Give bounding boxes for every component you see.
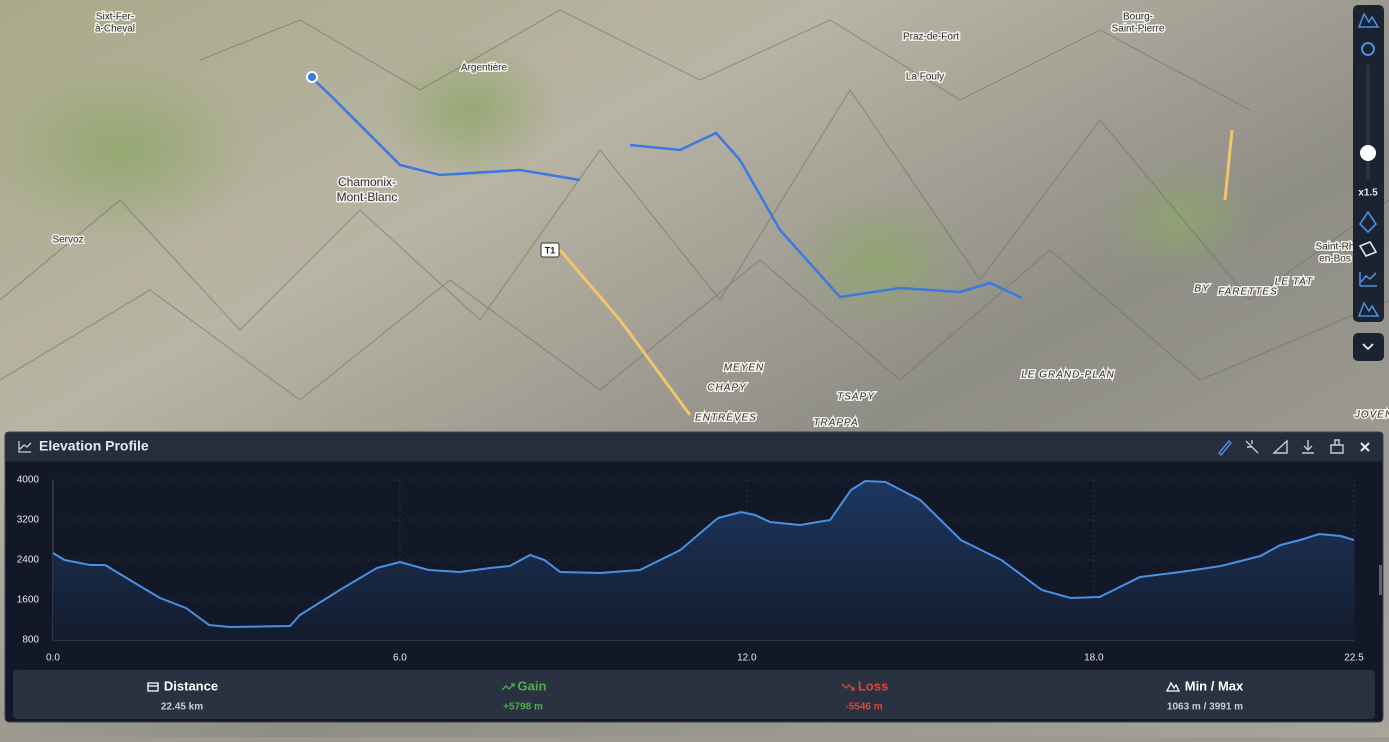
map-label: BY	[1194, 284, 1210, 295]
profile-button[interactable]	[1359, 272, 1377, 287]
close-button[interactable]	[1360, 442, 1370, 452]
map-label: Saint-Rh	[1316, 242, 1355, 253]
road-shield	[540, 242, 560, 258]
map-label: à-Cheval	[95, 24, 135, 35]
x-tick-label: 18.0	[1084, 653, 1104, 664]
map-label: LE TAT	[1275, 277, 1313, 288]
map-labels: Sixt-Fer-à-Cheval Argentière Praz-de-Fort B…	[51, 10, 1389, 430]
chevron-icon	[1362, 343, 1374, 351]
map-label: LE GRAND-PLAN	[1021, 370, 1115, 381]
profile-icon	[18, 441, 32, 453]
area-fill	[53, 481, 1354, 640]
slope-button[interactable]	[1272, 439, 1288, 454]
stat-label: Gain	[518, 678, 547, 693]
terrain-button[interactable]	[1357, 12, 1380, 28]
map-label: TRAPPA	[813, 418, 858, 429]
panel-title: Elevation Profile	[39, 438, 149, 454]
download-button[interactable]	[1302, 440, 1314, 454]
road	[1223, 129, 1234, 201]
map-label: JOVEN	[1354, 410, 1389, 421]
y-tick-label: 1600	[17, 595, 40, 606]
exaggeration-label: x1.5	[1358, 188, 1378, 199]
y-tick-label: 800	[22, 635, 39, 646]
stat-value: -5546 m	[845, 702, 882, 713]
road-label: T1	[545, 245, 556, 255]
edit-button[interactable]	[1218, 439, 1232, 457]
map-label: ENTRÈVES	[695, 411, 757, 424]
stat-label: Loss	[858, 678, 888, 693]
x-tick-label: 22.5	[1344, 653, 1364, 664]
map-label: en-Bos	[1319, 254, 1351, 265]
map-label: MEYEN	[724, 363, 765, 374]
stat-value: +5798 m	[503, 702, 543, 713]
stat-icon	[841, 683, 855, 691]
stat-value: 1063 m / 3991 m	[1167, 702, 1243, 713]
route-start[interactable]	[306, 71, 318, 83]
slider-thumb[interactable]	[1360, 145, 1376, 161]
style-button[interactable]	[1358, 241, 1378, 257]
map-label: Bourg-	[1123, 12, 1153, 23]
settings-button[interactable]	[1361, 42, 1375, 56]
stat-icon	[147, 682, 159, 692]
map-label: Saint-Pierre	[1112, 24, 1165, 35]
map-forest	[380, 40, 560, 180]
map-label: Praz-de-Fort	[903, 32, 959, 43]
map-forest	[0, 60, 260, 240]
stat-icon	[1165, 681, 1181, 692]
map-label: Sixt-Fer-	[96, 12, 134, 23]
map-label: CHAPY	[707, 383, 747, 394]
elevation-line	[52, 479, 1355, 629]
route	[311, 77, 1023, 300]
panel-header	[5, 432, 1383, 462]
map-forest	[1100, 160, 1260, 280]
map-label: TSAPY	[837, 392, 875, 403]
terrain-mode-button[interactable]	[1357, 301, 1380, 317]
map-label: Servoz	[52, 235, 83, 246]
road	[558, 249, 692, 416]
y-tick-label: 4000	[17, 475, 40, 486]
map-forest	[790, 190, 970, 330]
map-ridges	[0, 9, 1389, 401]
stat-label: Distance	[164, 678, 218, 693]
x-tick-label: 12.0	[737, 653, 757, 664]
magic-button[interactable]	[1245, 440, 1259, 454]
y-tick-label: 3200	[17, 515, 40, 526]
stats: Distance 22.45 km Gain +5798 m Loss -5546 m Mi…	[147, 678, 1244, 713]
stat-value: 22.45 km	[161, 702, 203, 713]
y-tick-label: 2400	[17, 555, 40, 566]
stat-label: Min / Max	[1185, 678, 1244, 693]
x-tick-label: 6.0	[393, 653, 407, 664]
map-label: Mont-Blanc	[337, 190, 398, 204]
map-label: Argentière	[461, 63, 508, 74]
x-tick-label: 0.0	[46, 653, 60, 664]
stat-icon	[501, 683, 515, 691]
clear-button[interactable]	[1330, 439, 1344, 454]
map-label: Chamonix-	[338, 175, 396, 189]
scrollbar[interactable]	[1379, 565, 1382, 595]
stats-bar	[13, 670, 1375, 719]
map-label: FARETTES	[1218, 287, 1277, 298]
collapse-button[interactable]	[1353, 333, 1384, 361]
map-label: La Fouly	[906, 72, 944, 83]
view-button[interactable]	[1358, 210, 1378, 234]
elevation-chart: 800 1600 2400 3200 4000 0.0 6.0 12.0 18.0 22.5	[17, 475, 1364, 664]
